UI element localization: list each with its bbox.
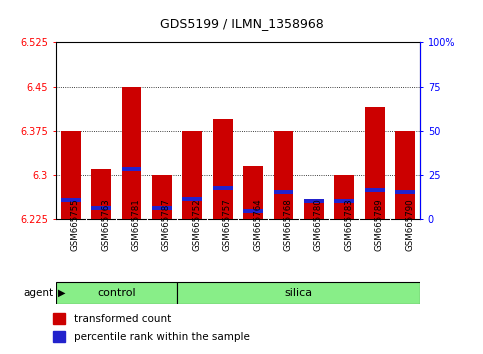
Bar [243,209,263,213]
Bar [365,188,384,192]
Bar [213,186,232,190]
Bar [53,331,65,342]
Text: control: control [97,288,136,298]
Bar [304,199,324,203]
Text: GSM665752: GSM665752 [192,198,201,251]
Text: GSM665764: GSM665764 [253,198,262,251]
Bar [304,202,324,219]
Text: silica: silica [284,288,313,298]
Bar [56,282,177,304]
Bar [91,206,111,210]
Bar [365,107,384,219]
Text: percentile rank within the sample: percentile rank within the sample [74,332,250,342]
Text: GDS5199 / ILMN_1358968: GDS5199 / ILMN_1358968 [159,17,324,30]
Bar [177,282,420,304]
Bar [61,131,81,219]
Bar [213,119,232,219]
Text: GSM665755: GSM665755 [71,198,80,251]
Text: GSM665763: GSM665763 [101,198,110,251]
Text: ▶: ▶ [58,288,66,298]
Bar [122,87,142,219]
Bar [122,167,142,171]
Bar [152,206,172,210]
Text: transformed count: transformed count [74,314,171,324]
Bar [152,175,172,219]
Text: GSM665790: GSM665790 [405,198,414,251]
Bar [395,190,415,194]
Bar [334,175,354,219]
Bar [273,190,293,194]
Text: GSM665780: GSM665780 [314,198,323,251]
Text: agent: agent [23,288,53,298]
Bar [61,198,81,202]
Bar [183,131,202,219]
Bar [273,131,293,219]
Text: GSM665768: GSM665768 [284,198,293,251]
Text: GSM665781: GSM665781 [131,198,141,251]
Bar [334,199,354,203]
Text: GSM665789: GSM665789 [375,198,384,251]
Text: GSM665757: GSM665757 [223,198,232,251]
Bar [91,169,111,219]
Text: GSM665783: GSM665783 [344,198,353,251]
Text: GSM665787: GSM665787 [162,198,171,251]
Bar [183,197,202,201]
Bar [243,166,263,219]
Bar [53,313,65,324]
Bar [395,131,415,219]
